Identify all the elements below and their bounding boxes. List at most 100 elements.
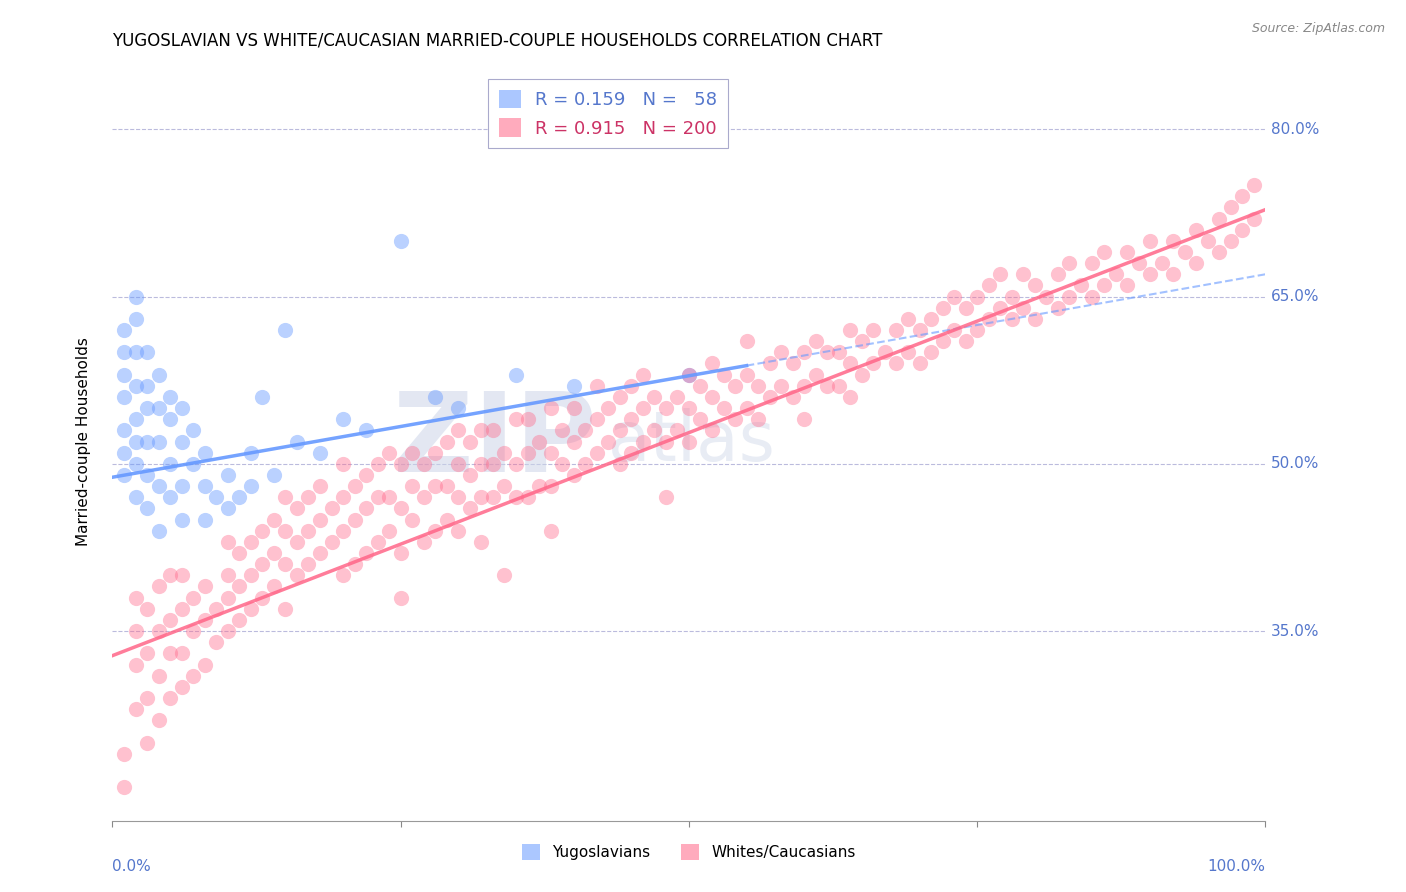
Point — [1185, 222, 1208, 236]
Point — [228, 546, 250, 560]
Point — [458, 501, 481, 516]
Point — [943, 323, 966, 337]
Point — [598, 401, 620, 415]
Point — [436, 512, 458, 526]
Point — [136, 401, 159, 415]
Point — [136, 378, 159, 392]
Point — [758, 390, 780, 404]
Point — [724, 378, 747, 392]
Point — [309, 546, 332, 560]
Point — [170, 601, 193, 615]
Text: 50.0%: 50.0% — [1271, 457, 1320, 471]
Point — [252, 591, 274, 605]
Point — [470, 457, 492, 471]
Point — [1232, 189, 1254, 203]
Point — [274, 524, 297, 538]
Point — [689, 378, 711, 392]
Point — [136, 434, 159, 449]
Point — [274, 557, 297, 571]
Point — [839, 356, 862, 370]
Point — [274, 601, 297, 615]
Point — [1219, 200, 1241, 214]
Point — [1092, 244, 1115, 259]
Point — [1208, 244, 1230, 259]
Point — [136, 735, 159, 749]
Point — [124, 624, 146, 639]
Point — [205, 490, 228, 504]
Point — [194, 445, 217, 460]
Point — [274, 323, 297, 337]
Point — [124, 412, 146, 426]
Text: atlas: atlas — [609, 408, 776, 475]
Point — [148, 524, 170, 538]
Point — [1174, 244, 1197, 259]
Point — [747, 412, 769, 426]
Point — [170, 568, 193, 582]
Point — [1092, 278, 1115, 293]
Point — [367, 534, 389, 549]
Point — [367, 490, 389, 504]
Point — [770, 378, 793, 392]
Point — [955, 301, 977, 315]
Point — [1081, 256, 1104, 270]
Point — [851, 334, 873, 348]
Point — [1208, 211, 1230, 226]
Point — [252, 557, 274, 571]
Point — [425, 390, 447, 404]
Point — [1024, 278, 1046, 293]
Point — [136, 467, 159, 482]
Point — [494, 568, 516, 582]
Point — [782, 390, 804, 404]
Point — [966, 289, 988, 303]
Point — [494, 479, 516, 493]
Point — [1012, 301, 1035, 315]
Point — [631, 401, 654, 415]
Point — [124, 289, 146, 303]
Point — [274, 490, 297, 504]
Point — [447, 401, 470, 415]
Point — [1139, 267, 1161, 281]
Point — [447, 490, 470, 504]
Point — [1139, 234, 1161, 248]
Text: 80.0%: 80.0% — [1271, 122, 1320, 136]
Point — [666, 423, 689, 437]
Point — [263, 546, 285, 560]
Point — [815, 345, 838, 359]
Point — [228, 580, 250, 594]
Point — [988, 301, 1011, 315]
Point — [1161, 267, 1184, 281]
Point — [1185, 256, 1208, 270]
Point — [920, 311, 942, 326]
Point — [655, 490, 678, 504]
Point — [389, 546, 412, 560]
Point — [1243, 178, 1265, 192]
Point — [700, 423, 723, 437]
Point — [620, 445, 643, 460]
Point — [378, 445, 401, 460]
Point — [217, 467, 239, 482]
Point — [1243, 211, 1265, 226]
Point — [1070, 278, 1092, 293]
Point — [112, 345, 135, 359]
Point — [170, 401, 193, 415]
Point — [389, 501, 412, 516]
Point — [574, 423, 596, 437]
Point — [170, 680, 193, 694]
Text: ZIP: ZIP — [394, 388, 596, 495]
Point — [1024, 311, 1046, 326]
Point — [828, 378, 851, 392]
Point — [527, 434, 550, 449]
Point — [124, 345, 146, 359]
Point — [527, 479, 550, 493]
Point — [343, 512, 366, 526]
Point — [862, 356, 884, 370]
Point — [217, 591, 239, 605]
Point — [239, 568, 262, 582]
Point — [516, 412, 538, 426]
Point — [343, 479, 366, 493]
Point — [401, 479, 423, 493]
Point — [977, 278, 1000, 293]
Point — [181, 669, 204, 683]
Point — [205, 635, 228, 649]
Point — [700, 356, 723, 370]
